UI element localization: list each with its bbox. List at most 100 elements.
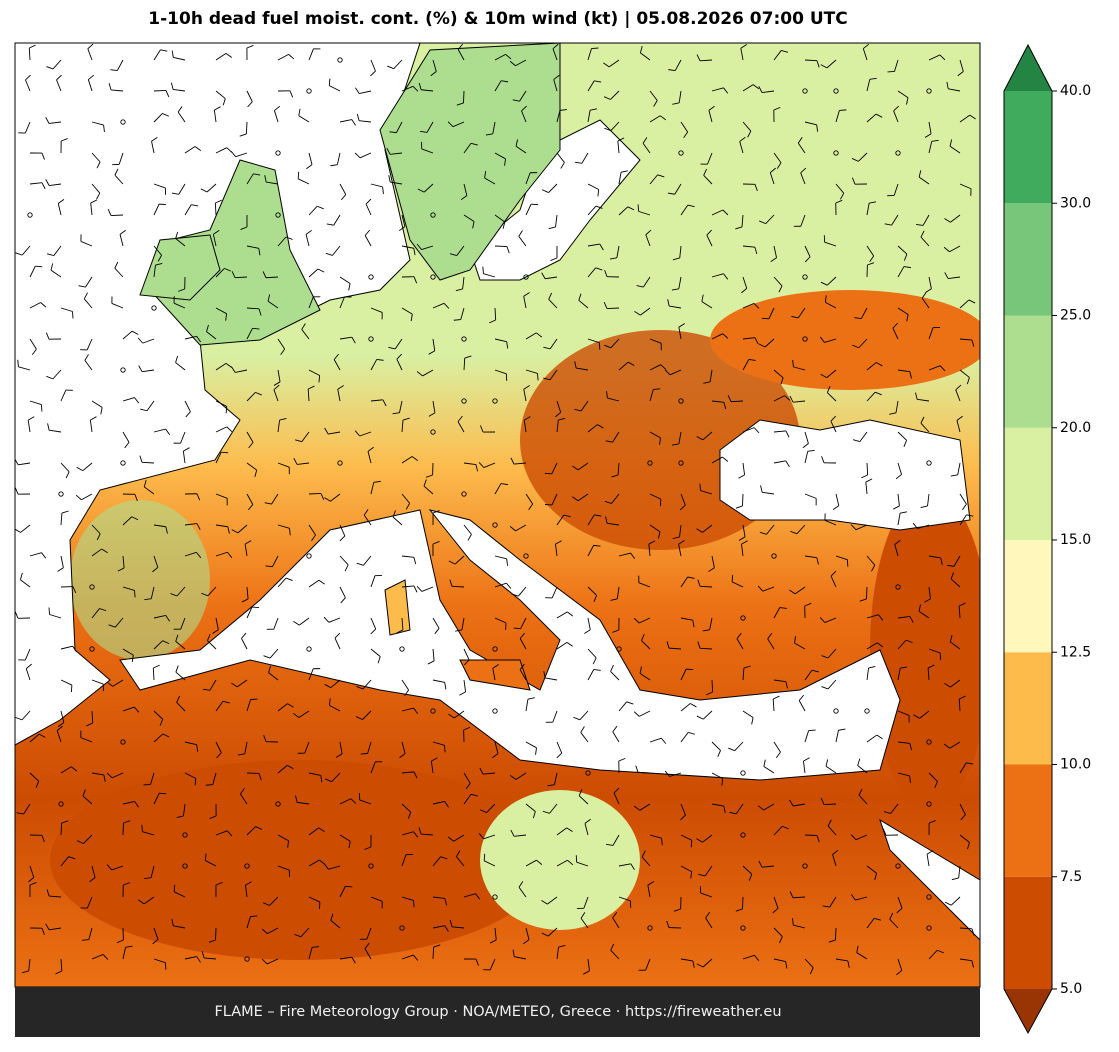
wind-barb bbox=[153, 710, 164, 720]
wind-barb bbox=[389, 131, 397, 134]
calm-marker bbox=[523, 553, 529, 559]
wind-barb bbox=[299, 617, 310, 626]
wind-barb bbox=[943, 743, 951, 749]
wind-barb bbox=[827, 392, 837, 402]
wind-barb bbox=[421, 148, 434, 154]
wind-barb bbox=[708, 567, 715, 572]
wind-barb bbox=[340, 597, 346, 604]
wind-barb bbox=[61, 138, 68, 142]
wind-barb bbox=[821, 686, 829, 690]
wind-barb bbox=[280, 348, 286, 355]
wind-barb bbox=[325, 252, 333, 256]
calm-marker bbox=[492, 522, 498, 528]
wind-barb bbox=[388, 175, 391, 183]
wind-barb bbox=[956, 415, 963, 421]
wind-barb bbox=[924, 598, 931, 603]
wind-barb bbox=[215, 53, 227, 61]
wind-barb bbox=[231, 529, 239, 534]
wind-barb bbox=[15, 611, 19, 619]
wind-barb bbox=[153, 428, 166, 433]
wind-barb bbox=[566, 641, 573, 647]
wind-barb bbox=[866, 614, 879, 619]
wind-barb bbox=[298, 115, 310, 123]
wind-barb bbox=[215, 307, 227, 315]
wind-barb bbox=[339, 741, 343, 754]
wind-barb bbox=[483, 860, 496, 867]
wind-barb bbox=[866, 918, 875, 929]
wind-barb bbox=[348, 841, 351, 849]
wind-barb bbox=[463, 794, 472, 805]
wind-barb bbox=[494, 555, 507, 560]
wind-barb bbox=[648, 544, 651, 557]
wind-barb bbox=[50, 263, 54, 271]
wind-barb bbox=[21, 245, 31, 256]
wind-barb bbox=[456, 245, 465, 256]
wind-barb bbox=[485, 133, 493, 136]
wind-barb bbox=[792, 896, 806, 899]
wind-barb bbox=[392, 516, 403, 526]
wind-barb bbox=[215, 493, 228, 499]
wind-barb bbox=[405, 503, 411, 510]
wind-barb bbox=[706, 229, 712, 236]
wind-barb bbox=[641, 633, 645, 641]
wind-barb bbox=[24, 648, 31, 661]
wind-barb bbox=[176, 695, 180, 703]
wind-barb bbox=[847, 960, 850, 968]
wind-barb bbox=[184, 146, 196, 154]
wind-barb bbox=[134, 494, 138, 502]
wind-barb bbox=[432, 510, 440, 514]
wind-barb bbox=[678, 327, 682, 340]
wind-barb bbox=[40, 302, 47, 308]
wind-barb bbox=[25, 663, 32, 669]
wind-barb bbox=[231, 271, 236, 278]
wind-barb bbox=[28, 877, 35, 883]
wind-barb bbox=[483, 853, 486, 861]
wind-barb bbox=[804, 493, 817, 499]
wind-barb bbox=[204, 853, 207, 861]
wind-barb bbox=[642, 137, 648, 144]
wind-barb bbox=[449, 919, 453, 927]
wind-barb bbox=[401, 585, 414, 588]
wind-barb bbox=[82, 795, 93, 805]
wind-barb bbox=[934, 781, 938, 789]
wind-barb bbox=[138, 899, 145, 905]
wind-barb bbox=[196, 956, 201, 963]
calm-marker bbox=[430, 708, 436, 714]
wind-barb bbox=[563, 514, 571, 518]
wind-barb bbox=[57, 203, 62, 216]
wind-barb bbox=[802, 761, 806, 774]
wind-barb bbox=[772, 907, 779, 914]
wind-barb bbox=[84, 360, 93, 371]
wind-barb bbox=[484, 177, 496, 185]
wind-barb bbox=[196, 744, 199, 752]
wind-barb bbox=[610, 950, 620, 960]
wind-barb bbox=[742, 276, 748, 289]
wind-barb bbox=[204, 957, 217, 960]
wind-barb bbox=[785, 961, 788, 969]
wind-barb bbox=[855, 834, 868, 841]
wind-barb bbox=[567, 611, 574, 617]
wind-barb bbox=[949, 635, 953, 643]
wind-barb bbox=[944, 272, 949, 279]
wind-barb bbox=[828, 939, 836, 943]
wind-barb bbox=[741, 544, 744, 557]
wind-barb bbox=[142, 831, 155, 836]
wind-barb bbox=[91, 548, 102, 557]
wind-barb bbox=[616, 245, 620, 258]
wind-barb bbox=[213, 110, 217, 123]
wind-barb bbox=[261, 928, 268, 934]
wind-barb bbox=[593, 595, 598, 602]
colorbar-tick-label: 25.0 bbox=[1060, 308, 1091, 324]
wind-barb bbox=[525, 699, 529, 712]
wind-barb bbox=[678, 276, 682, 289]
wind-barb bbox=[196, 523, 201, 530]
wind-barb bbox=[793, 803, 806, 807]
wind-barb bbox=[782, 825, 789, 830]
wind-barb bbox=[255, 391, 262, 396]
wind-barb bbox=[173, 56, 186, 61]
calm-marker bbox=[585, 770, 591, 776]
wind-barb bbox=[52, 59, 62, 70]
wind-barb bbox=[856, 952, 868, 960]
wind-barb bbox=[348, 283, 351, 291]
wind-barb bbox=[723, 87, 729, 94]
